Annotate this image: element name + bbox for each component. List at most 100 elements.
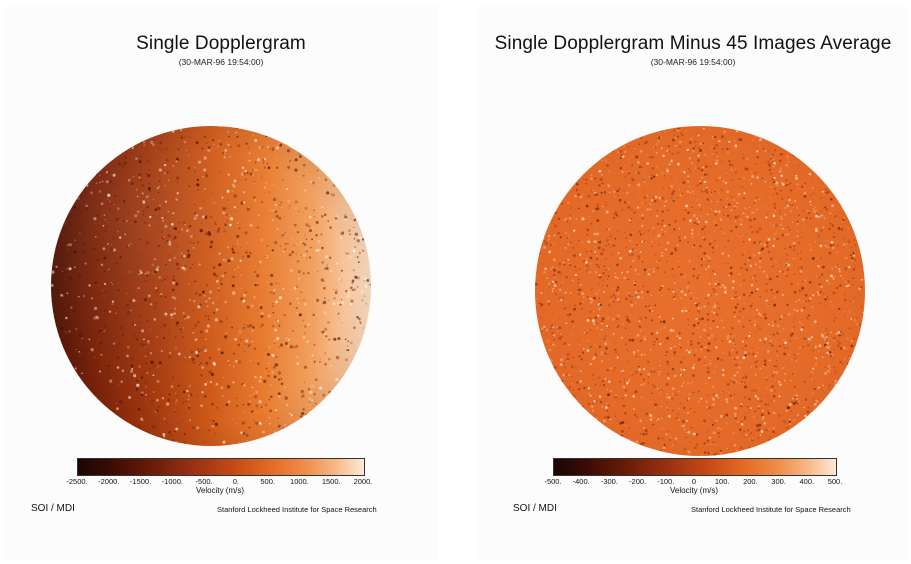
granule-speckle [782,270,785,273]
granule-speckle [589,256,593,260]
granule-speckle [293,160,295,162]
granule-speckle [323,280,325,282]
granule-speckle [716,151,718,153]
granule-speckle [548,166,551,169]
granule-speckle [653,385,656,388]
granule-speckle [130,182,134,186]
granule-speckle [118,428,121,432]
granule-speckle [779,212,781,214]
granule-speckle [585,204,589,208]
granule-speckle [700,454,703,456]
granule-speckle [853,159,856,162]
granule-speckle [784,379,786,382]
granule-speckle [788,198,791,202]
granule-speckle [131,146,135,150]
granule-speckle [858,382,862,385]
granule-speckle [541,330,543,333]
granule-speckle [253,182,256,185]
panel-title: Single Dopplergram Minus 45 Images Avera… [494,33,892,54]
granule-speckle [298,155,302,158]
granule-speckle [567,137,569,139]
granule-speckle [302,163,306,167]
granule-speckle [828,410,830,412]
granule-speckle [667,278,669,280]
granule-speckle [212,419,215,423]
granule-speckle [598,274,601,277]
granule-speckle [603,446,607,450]
granule-speckle [311,181,316,185]
granule-speckle [92,126,94,128]
granule-speckle [129,221,132,223]
granule-speckle [711,269,715,273]
granule-speckle [790,189,793,192]
granule-speckle [756,288,759,291]
granule-speckle [772,321,774,323]
granule-speckle [655,337,659,341]
granule-speckle [659,243,661,245]
granule-speckle [706,349,709,352]
granule-speckle [220,278,223,281]
granule-speckle [605,449,609,452]
granule-speckle [312,212,314,213]
granule-speckle [145,385,147,388]
granule-speckle [666,393,668,395]
granule-speckle [854,259,856,261]
granule-speckle [334,216,338,220]
granule-speckle [330,193,332,195]
granule-speckle [765,377,767,379]
granule-speckle [832,277,835,280]
granule-speckle [66,243,70,247]
granule-speckle [846,314,849,317]
granule-speckle [359,198,364,203]
granule-speckle [218,171,221,174]
granule-speckle [173,229,175,232]
granule-speckle [618,300,621,303]
granule-speckle [539,381,541,383]
granule-speckle [683,448,686,451]
granule-speckle [637,171,640,175]
granule-speckle [763,313,767,316]
granule-speckle [652,270,655,273]
granule-speckle [820,162,823,166]
granule-speckle [607,275,610,277]
granule-speckle [638,366,640,368]
granule-speckle [640,128,643,131]
granule-speckle [780,174,783,178]
granule-speckle [366,128,370,132]
granule-speckle [739,218,743,222]
granule-speckle [632,248,635,251]
granule-speckle [598,376,600,379]
granule-speckle [205,174,209,178]
granule-speckle [642,126,645,129]
granule-speckle [786,155,790,159]
granule-speckle [831,151,834,154]
granule-speckle [644,191,646,194]
granule-speckle [551,373,554,376]
granule-speckle [830,417,832,419]
granule-speckle [834,192,838,196]
granule-speckle [267,146,270,149]
granule-speckle [779,313,780,315]
granule-speckle [115,306,119,309]
granule-speckle [741,186,744,188]
granule-speckle [667,414,671,418]
granule-speckle [274,241,278,245]
granule-speckle [580,448,582,450]
granule-speckle [795,300,797,303]
granule-speckle [127,178,131,182]
granule-speckle [826,182,829,186]
granule-speckle [112,342,116,345]
granule-speckle [53,372,56,375]
granule-speckle [711,135,714,138]
granule-speckle [324,297,326,299]
granule-speckle [744,167,748,171]
granule-speckle [799,155,801,158]
granule-speckle [824,244,828,248]
granule-speckle [704,165,708,169]
granule-speckle [62,186,65,188]
granule-speckle [824,415,827,418]
granule-speckle [629,266,632,268]
granule-speckle [785,146,788,149]
granule-speckle [96,363,98,366]
granule-speckle [717,191,721,195]
